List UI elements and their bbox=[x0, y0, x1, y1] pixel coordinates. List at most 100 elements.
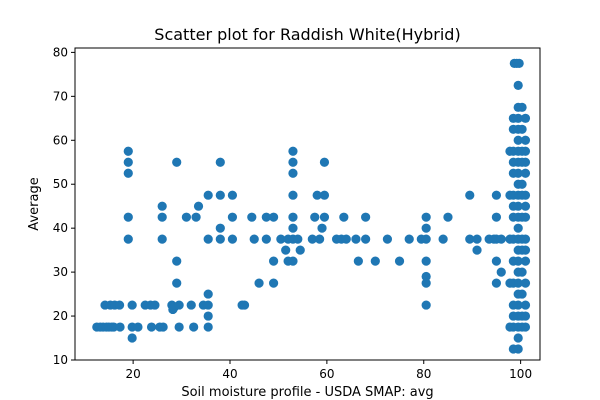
data-point-107 bbox=[421, 278, 431, 288]
data-point-84 bbox=[315, 234, 325, 244]
data-point-112 bbox=[465, 234, 475, 244]
y-tick-label-70: 70 bbox=[53, 89, 68, 103]
data-point-19 bbox=[127, 333, 137, 343]
x-axis-label: Soil moisture profile - USDA SMAP: avg bbox=[181, 385, 433, 400]
data-point-34 bbox=[172, 256, 182, 266]
data-point-96 bbox=[361, 234, 371, 244]
data-point-11 bbox=[115, 322, 125, 332]
data-point-72 bbox=[288, 157, 298, 167]
data-point-122 bbox=[496, 267, 506, 277]
data-point-181 bbox=[520, 146, 531, 156]
x-tick-label-80: 80 bbox=[416, 367, 431, 381]
data-point-37 bbox=[174, 322, 184, 332]
data-point-108 bbox=[421, 300, 431, 310]
data-point-23 bbox=[146, 322, 157, 332]
data-point-40 bbox=[189, 322, 199, 332]
data-point-52 bbox=[215, 223, 225, 233]
data-point-165 bbox=[508, 344, 518, 354]
data-point-82 bbox=[310, 212, 320, 222]
y-tick-label-80: 80 bbox=[53, 45, 68, 59]
data-point-196 bbox=[505, 234, 515, 244]
data-point-83 bbox=[312, 190, 322, 200]
data-point-87 bbox=[319, 190, 330, 200]
data-point-79 bbox=[293, 234, 303, 244]
data-point-113 bbox=[472, 234, 482, 244]
plot-frame bbox=[74, 47, 541, 361]
data-point-12 bbox=[123, 146, 133, 156]
x-tick-label-60: 60 bbox=[319, 367, 334, 381]
data-point-126 bbox=[514, 58, 524, 68]
data-point-67 bbox=[276, 234, 286, 244]
data-point-36 bbox=[174, 300, 184, 310]
data-point-102 bbox=[421, 212, 431, 222]
data-point-149 bbox=[513, 333, 523, 343]
data-point-10 bbox=[114, 300, 125, 310]
data-point-155 bbox=[508, 168, 518, 178]
data-point-86 bbox=[319, 157, 330, 167]
data-point-16 bbox=[123, 234, 133, 244]
data-point-179 bbox=[520, 113, 531, 123]
data-point-46 bbox=[203, 289, 213, 299]
data-point-192 bbox=[520, 311, 531, 321]
data-point-184 bbox=[520, 190, 531, 200]
data-point-47 bbox=[203, 300, 213, 310]
data-point-35 bbox=[172, 278, 182, 288]
data-point-28 bbox=[157, 234, 167, 244]
data-point-15 bbox=[123, 212, 133, 222]
points-layer bbox=[92, 58, 531, 354]
data-point-65 bbox=[268, 256, 279, 266]
data-point-106 bbox=[421, 271, 431, 282]
data-point-66 bbox=[268, 278, 279, 288]
data-point-182 bbox=[520, 157, 531, 167]
data-point-166 bbox=[517, 102, 527, 112]
data-point-170 bbox=[517, 179, 527, 189]
data-point-158 bbox=[508, 212, 518, 222]
data-point-151 bbox=[508, 113, 518, 123]
data-point-75 bbox=[288, 212, 298, 222]
data-point-99 bbox=[394, 256, 405, 266]
data-point-27 bbox=[157, 212, 167, 222]
data-point-78 bbox=[288, 256, 298, 266]
data-point-62 bbox=[261, 212, 271, 222]
data-point-98 bbox=[382, 234, 393, 244]
data-point-176 bbox=[517, 289, 527, 299]
data-point-59 bbox=[247, 212, 257, 222]
data-point-118 bbox=[491, 212, 502, 222]
data-point-54 bbox=[227, 190, 238, 200]
data-point-41 bbox=[191, 212, 201, 222]
data-point-92 bbox=[341, 234, 351, 244]
data-point-152 bbox=[508, 124, 518, 134]
data-point-190 bbox=[520, 278, 531, 288]
data-point-60 bbox=[249, 234, 259, 244]
data-point-29 bbox=[158, 322, 168, 332]
y-tick-label-10: 10 bbox=[53, 353, 68, 367]
data-point-197 bbox=[505, 278, 515, 288]
data-point-100 bbox=[404, 234, 414, 244]
data-point-121 bbox=[491, 278, 502, 288]
data-point-111 bbox=[465, 190, 475, 200]
data-point-53 bbox=[215, 234, 225, 244]
data-point-55 bbox=[227, 212, 238, 222]
data-point-162 bbox=[508, 300, 518, 310]
data-point-64 bbox=[268, 212, 279, 222]
data-point-73 bbox=[288, 168, 298, 178]
data-point-167 bbox=[517, 124, 527, 134]
data-point-103 bbox=[421, 223, 431, 233]
data-point-94 bbox=[353, 256, 363, 266]
data-point-191 bbox=[520, 300, 531, 310]
data-point-85 bbox=[317, 223, 327, 233]
data-point-131 bbox=[513, 135, 523, 145]
data-point-24 bbox=[150, 300, 160, 310]
data-point-117 bbox=[491, 190, 502, 200]
data-point-63 bbox=[261, 234, 271, 244]
y-axis-label: Average bbox=[27, 177, 42, 230]
y-tick-label-30: 30 bbox=[53, 265, 68, 279]
data-point-187 bbox=[520, 234, 531, 244]
data-point-17 bbox=[127, 300, 137, 310]
data-point-175 bbox=[517, 267, 527, 277]
data-point-120 bbox=[491, 256, 502, 266]
x-tick-label-100: 100 bbox=[509, 367, 532, 381]
data-point-51 bbox=[215, 190, 225, 200]
data-point-160 bbox=[508, 256, 518, 266]
data-point-20 bbox=[133, 322, 143, 332]
